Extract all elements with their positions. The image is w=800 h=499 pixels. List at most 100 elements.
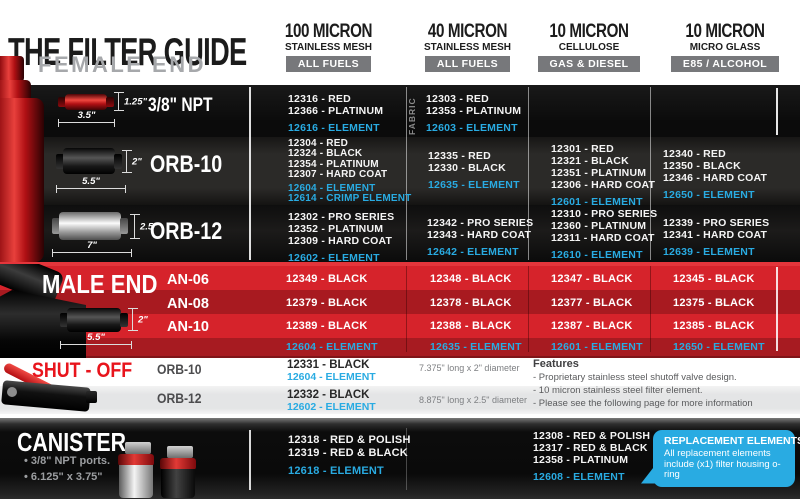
fitting-end — [120, 218, 128, 234]
dimension-label: 2" — [138, 314, 148, 325]
part-number: 12358 - PLATINUM — [533, 454, 629, 466]
cell-orb10-microglass: 12340 - RED 12350 - BLACK 12346 - HARD COA… — [663, 148, 781, 201]
cell-canister-cellulose: 12308 - RED & POLISH 12317 - RED & BLACK 1… — [533, 430, 651, 483]
element-number: 12603 - ELEMENT — [426, 122, 518, 134]
element-number: 12602 - ELEMENT — [288, 252, 380, 264]
row-band-orb10 — [0, 137, 800, 205]
fitting-end — [120, 313, 128, 327]
spec-bullet: 6.125" x 3.75" — [24, 469, 110, 485]
canister-cap — [160, 458, 196, 470]
dimension-label: 2.5" — [140, 221, 158, 232]
orb10-filter-photo — [56, 146, 122, 176]
part-number: 12340 - RED — [663, 148, 726, 160]
length-dimension-line: 3.5" — [58, 110, 115, 127]
dimension-label: 7" — [87, 240, 97, 251]
canister-cap — [118, 454, 154, 466]
column-divider — [528, 87, 529, 260]
row-label-an08: AN-08 — [167, 296, 209, 312]
cell-orb12-40micron: 12342 - PRO SERIES 12343 - HARD COAT 1264… — [427, 217, 545, 258]
part-number: 12348 - BLACK — [430, 273, 512, 285]
column-divider — [406, 428, 407, 490]
dimension-label: 2" — [132, 156, 142, 167]
part-number: 12311 - HARD COAT — [551, 232, 655, 244]
part-number: 12318 - RED & POLISH — [288, 434, 411, 446]
media-type: MICRO GLASS — [689, 42, 761, 53]
media-type: STAINLESS MESH — [423, 42, 512, 53]
element-number: 12614 - CRIMP ELEMENT — [288, 193, 412, 205]
column-divider — [650, 87, 651, 260]
feature-item: - 10 micron stainless steel filter eleme… — [533, 385, 703, 396]
fitting-end — [60, 313, 68, 327]
column-divider — [776, 88, 778, 135]
fitting-end — [58, 97, 66, 107]
shutoff-section-background — [0, 358, 800, 418]
part-number: 12324 - BLACK — [288, 148, 363, 160]
filter-body — [59, 212, 121, 240]
element-number: 12604 - ELEMENT — [286, 341, 378, 353]
fuel-badge: E85 / ALCOHOL — [670, 56, 780, 72]
part-number: 12316 - RED — [288, 93, 351, 105]
column-divider — [249, 87, 251, 260]
feature-item: - Proprietary stainless steel shutoff va… — [533, 372, 737, 383]
element-number: 12618 - ELEMENT — [288, 465, 384, 477]
part-number: 12352 - PLATINUM — [288, 223, 384, 235]
element-number: 12604 - ELEMENT — [288, 182, 376, 194]
fitting-end — [106, 97, 114, 107]
part-number: 12308 - RED & POLISH — [533, 430, 651, 442]
row-label-orb10: ORB-10 — [150, 151, 223, 178]
diameter-dimension-line: 1.25" — [114, 92, 147, 111]
black-canister — [160, 446, 196, 498]
part-number: 12302 - PRO SERIES — [288, 211, 395, 223]
size-note: 8.875" long x 2.5" diameter — [419, 395, 527, 405]
part-number: 12389 - BLACK — [286, 320, 368, 332]
red-inline-filter-photo — [0, 56, 48, 262]
row-band-orb12-shutoff — [0, 386, 800, 414]
filter-body — [65, 94, 107, 110]
filter-shoulder — [0, 80, 31, 102]
element-number: 12639 - ELEMENT — [663, 246, 755, 258]
fitting-end — [56, 153, 64, 169]
element-number: 12650 - ELEMENT — [673, 341, 765, 353]
column-divider — [650, 266, 651, 352]
column-header-10-micron-micro-glass: 10 MICRON MICRO GLASS E85 / ALCOHOL — [650, 21, 800, 72]
element-number: 12616 - ELEMENT — [288, 122, 380, 134]
cell-orb12-cellulose: 12310 - PRO SERIES 12360 - PLATINUM 12311 … — [551, 208, 669, 261]
part-number: 12388 - BLACK — [430, 320, 512, 332]
row-label-shutoff-orb10: ORB-10 — [157, 362, 202, 377]
part-number: 12351 - PLATINUM — [551, 167, 647, 179]
cell-orb10-cellulose: 12301 - RED 12321 - BLACK 12351 - PLATINUM… — [551, 143, 669, 208]
part-number: 12309 - HARD COAT — [288, 235, 393, 247]
dimension-label: 3.5" — [77, 110, 96, 121]
fuel-badge: GAS & DIESEL — [537, 56, 641, 72]
shutoff-heading: SHUT - OFF — [32, 359, 133, 382]
part-number: 12301 - RED — [551, 143, 614, 155]
male-filter-photo — [60, 306, 128, 334]
column-divider — [249, 430, 251, 490]
part-number: 12331 - BLACK — [287, 359, 370, 371]
micron-rating: 40 MICRON — [427, 21, 508, 42]
element-number: 12635 - ELEMENT — [430, 341, 522, 353]
column-divider — [406, 266, 407, 352]
part-number: 12339 - PRO SERIES — [663, 217, 770, 229]
part-number: 12354 - PLATINUM — [288, 158, 379, 170]
cell-npt-40micron: 12303 - RED 12353 - PLATINUM 12603 - ELEM… — [426, 93, 544, 134]
micron-rating: 10 MICRON — [685, 21, 765, 42]
canister-body — [161, 469, 195, 498]
element-number: 12601 - ELEMENT — [551, 341, 643, 353]
part-number: 12330 - BLACK — [428, 162, 506, 174]
male-end-section-background — [0, 262, 800, 358]
valve-nose — [86, 391, 97, 403]
part-number: 12321 - BLACK — [551, 155, 629, 167]
element-number: 12602 - ELEMENT — [287, 401, 376, 413]
canister-filters-photo — [112, 422, 212, 498]
length-dimension-line: 5.5" — [56, 176, 126, 193]
cell-orb10-40micron: 12335 - RED 12330 - BLACK 12635 - ELEMENT — [428, 150, 546, 191]
part-number: 12317 - RED & BLACK — [533, 442, 648, 454]
element-number: 12635 - ELEMENT — [428, 179, 520, 191]
filter-body — [0, 98, 44, 262]
stripe — [0, 356, 800, 358]
length-dimension-line: 7" — [52, 240, 132, 257]
cell-orb10-100micron: 12304 - RED 12324 - BLACK 12354 - PLATINUM… — [288, 138, 412, 205]
part-number: 12332 - BLACK — [287, 389, 370, 401]
